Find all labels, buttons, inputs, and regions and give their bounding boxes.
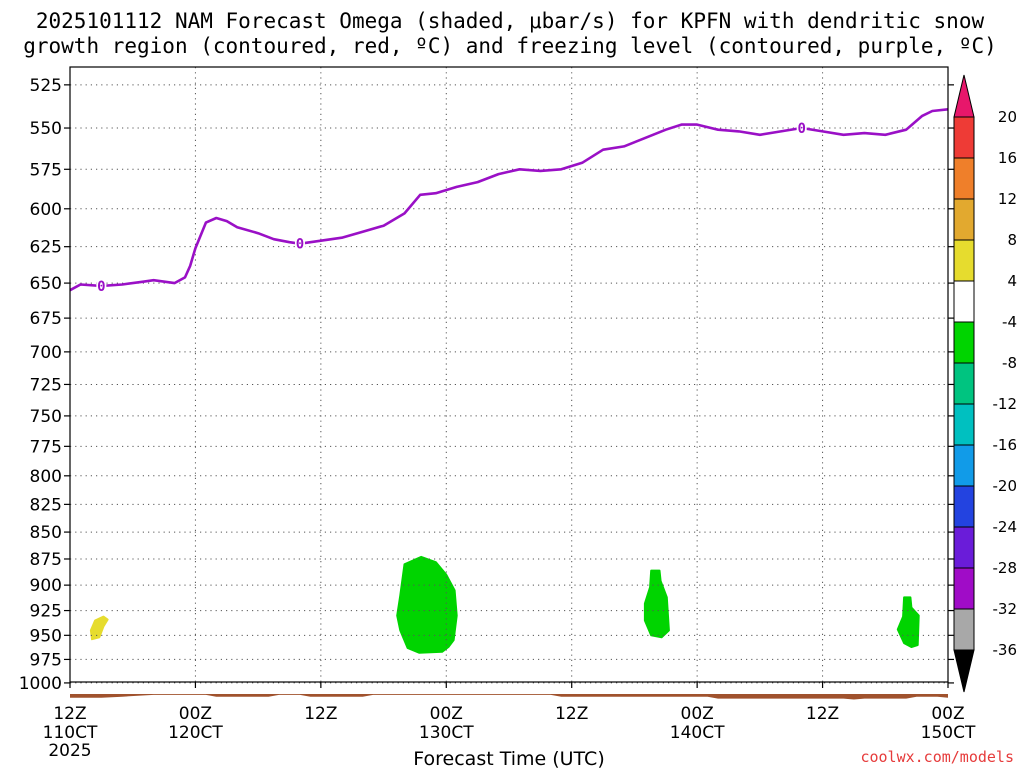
colorbar-swatch xyxy=(953,608,975,651)
y-axis-ticks: 525 550 575 600 625 650 675 700 725 750 775 800 825 8… xyxy=(19,76,954,694)
colorbar-label: 20 xyxy=(998,108,1017,126)
colorbar-swatch xyxy=(953,157,975,200)
x-tick-label: 00Z xyxy=(430,704,463,724)
y-tick-label: 675 xyxy=(30,309,62,329)
freezing-level-label-bg xyxy=(796,120,807,136)
colorbar-label: -16 xyxy=(993,436,1018,454)
y-tick-label: 975 xyxy=(30,650,62,670)
colorbar-swatch xyxy=(953,239,975,282)
colorbar-label: 4 xyxy=(1007,272,1017,290)
colorbar-label: 12 xyxy=(998,190,1017,208)
x-tick-sublabel: 110CT xyxy=(43,723,98,743)
colorbar-label: -8 xyxy=(1002,354,1017,372)
y-tick-label: 650 xyxy=(30,274,62,294)
y-tick-label: 525 xyxy=(30,76,62,96)
x-tick-sublabel: 140CT xyxy=(670,723,725,743)
y-tick-label: 700 xyxy=(30,343,62,363)
y-tick-label: 775 xyxy=(30,437,62,457)
credit-text[interactable]: coolwx.com/models xyxy=(860,748,1014,766)
colorbar-swatch xyxy=(953,198,975,241)
colorbar-bottom-arrow xyxy=(953,649,975,693)
freezing-level-contour: 0 0 0 xyxy=(69,108,949,295)
colorbar-swatch xyxy=(953,526,975,569)
colorbar-swatch xyxy=(953,321,975,364)
colorbar-swatch xyxy=(953,485,975,528)
colorbar-swatch xyxy=(953,116,975,159)
colorbar-swatch xyxy=(953,362,975,405)
chart-title-line-1: 2025101112 NAM Forecast Omega (shaded, μ… xyxy=(36,9,985,33)
colorbar-top-arrow xyxy=(953,74,975,118)
freezing-level-label-bg xyxy=(294,235,305,251)
y-tick-label: 850 xyxy=(30,523,62,543)
freezing-level-label-bg xyxy=(96,277,107,293)
colorbar-label: -24 xyxy=(993,518,1018,536)
ground-area xyxy=(70,694,948,700)
colorbar-label: -12 xyxy=(993,395,1018,413)
y-tick-label: 950 xyxy=(30,626,62,646)
x-tick-label: 00Z xyxy=(681,704,714,724)
x-tick-year: 2025 xyxy=(48,741,91,761)
colorbar-label: 8 xyxy=(1007,231,1017,249)
colorbar-swatch xyxy=(953,567,975,610)
omega-region-0 xyxy=(89,615,109,641)
y-tick-label: 750 xyxy=(30,407,62,427)
colorbar: 20 16 12 8 4 -4 -8 -12 -16 -20 -24 -28 -32 -36 xyxy=(953,74,1018,693)
freezing-level-label: 0 xyxy=(296,237,304,253)
omega-shading xyxy=(89,555,920,654)
freezing-level-label: 0 xyxy=(97,279,105,295)
y-tick-label: 900 xyxy=(30,576,62,596)
colorbar-label: -4 xyxy=(1002,313,1017,331)
y-tick-label: 925 xyxy=(30,602,62,622)
y-tick-label: 575 xyxy=(30,160,62,180)
colorbar-swatch xyxy=(953,444,975,487)
x-tick-label: 12Z xyxy=(555,704,588,724)
y-tick-label: 1000 xyxy=(19,674,62,694)
x-tick-sublabel: 130CT xyxy=(419,723,474,743)
omega-region-1 xyxy=(396,555,458,654)
colorbar-label: -32 xyxy=(993,600,1018,618)
colorbar-swatch xyxy=(953,280,975,323)
colorbar-swatch xyxy=(953,403,975,446)
x-tick-sublabel: 120CT xyxy=(168,723,223,743)
x-tick-label: 12Z xyxy=(53,704,86,724)
x-tick-label: 00Z xyxy=(179,704,212,724)
plot-frame xyxy=(69,66,949,683)
colorbar-label: -20 xyxy=(993,477,1018,495)
y-tick-label: 875 xyxy=(30,550,62,570)
y-tick-label: 600 xyxy=(30,200,62,220)
omega-region-2 xyxy=(643,569,670,639)
grid-lines xyxy=(70,67,948,684)
colorbar-label: 16 xyxy=(998,149,1017,167)
y-tick-label: 550 xyxy=(30,119,62,139)
freezing-level-label: 0 xyxy=(797,121,805,137)
x-tick-label: 12Z xyxy=(806,704,839,724)
chart-title-line-2: growth region (contoured, red, ºC) and f… xyxy=(23,34,997,58)
x-tick-label: 00Z xyxy=(931,704,964,724)
freezing-level-line xyxy=(69,108,949,292)
x-tick-sublabel: 150CT xyxy=(921,723,976,743)
colorbar-label: -28 xyxy=(993,559,1018,577)
y-tick-label: 625 xyxy=(30,238,62,258)
x-tick-label: 12Z xyxy=(304,704,337,724)
omega-region-3 xyxy=(896,596,920,648)
x-axis-label: Forecast Time (UTC) xyxy=(413,748,604,768)
ground-surface xyxy=(70,694,948,700)
y-tick-label: 825 xyxy=(30,495,62,515)
colorbar-label: -36 xyxy=(993,641,1018,659)
y-tick-label: 725 xyxy=(30,375,62,395)
y-tick-label: 800 xyxy=(30,467,62,487)
